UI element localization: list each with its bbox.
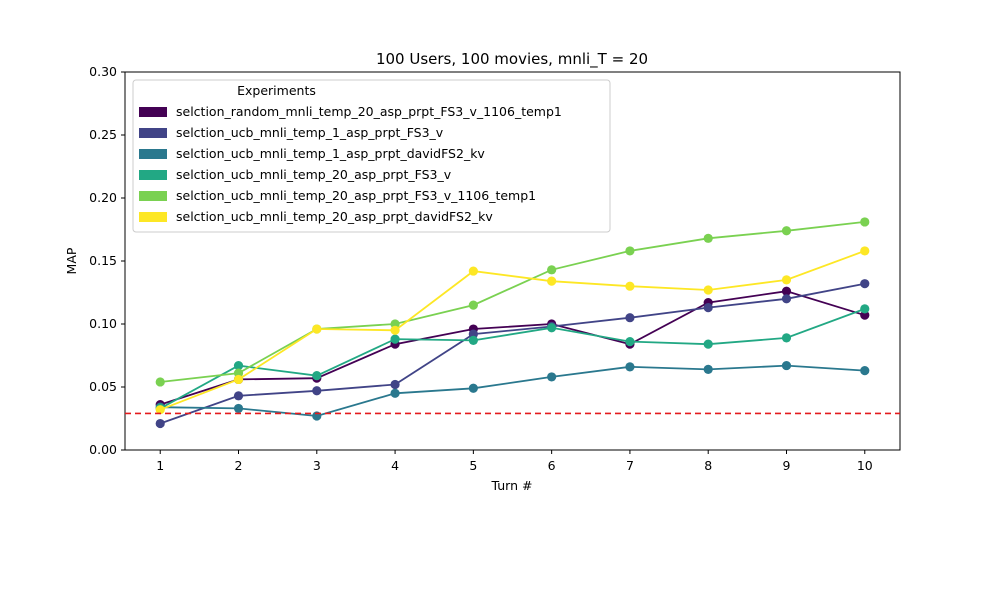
series-6-point: [233, 374, 244, 385]
series-4-point: [390, 334, 400, 344]
x-tick-label: 4: [391, 458, 399, 473]
legend-label: selction_ucb_mnli_temp_20_asp_prpt_FS3_v: [176, 167, 452, 182]
series-5-point: [860, 217, 870, 227]
series-line-1: [159, 290, 866, 406]
legend-swatch: [139, 107, 167, 117]
series-line-4: [159, 308, 866, 410]
series-5-point: [625, 246, 635, 256]
x-tick-label: 10: [857, 458, 873, 473]
y-tick-label: 0.00: [89, 442, 117, 457]
series-5-point: [547, 265, 557, 275]
y-tick-label: 0.20: [89, 190, 117, 205]
series-6-point: [547, 276, 557, 286]
legend-swatch: [139, 170, 167, 180]
series-line-3: [160, 364, 865, 417]
legend: Experiments selction_random_mnli_temp_20_…: [132, 79, 611, 233]
series-6-point: [625, 281, 635, 291]
x-tick-label: 2: [235, 458, 243, 473]
series-6-point: [390, 325, 400, 335]
legend-label: selction_ucb_mnli_temp_1_asp_prpt_davidF…: [176, 146, 485, 161]
x-tick-label: 1: [156, 458, 164, 473]
series-2-point: [860, 279, 870, 289]
x-axis-label: Turn #: [491, 478, 533, 493]
y-tick-label: 0.15: [89, 253, 117, 268]
x-tick-label: 9: [783, 458, 791, 473]
y-tick-label: 0.25: [89, 127, 117, 142]
series-line-5: [160, 221, 865, 383]
series-2-point: [781, 294, 792, 304]
series-2-point: [233, 391, 244, 401]
series-3-point: [625, 362, 635, 372]
y-tick-label: 0.10: [89, 316, 117, 331]
series-2-point: [390, 379, 400, 390]
y-tick-label: 0.30: [89, 64, 117, 79]
series-3-point: [390, 388, 400, 398]
series-4-point: [547, 323, 557, 333]
legend-swatch: [139, 149, 167, 159]
series-2-point: [155, 418, 165, 429]
series-3-point: [233, 403, 244, 414]
series-4-point: [781, 333, 792, 343]
series-6-point: [703, 285, 713, 295]
series-4-point: [312, 371, 322, 381]
series-2-point: [703, 303, 713, 313]
series-4-point: [233, 360, 244, 371]
series-6-point: [312, 324, 322, 334]
legend-swatch: [139, 128, 167, 138]
legend-label: selction_ucb_mnli_temp_1_asp_prpt_FS3_v: [176, 125, 444, 140]
legend-label: selction_random_mnli_temp_20_asp_prpt_FS…: [176, 104, 562, 119]
series-5-point: [468, 300, 478, 310]
legend-box: [132, 79, 611, 233]
x-tick-label: 7: [626, 458, 634, 473]
series-5-point: [155, 377, 165, 387]
series-3-point: [860, 366, 870, 376]
series-4-point: [860, 304, 870, 314]
series-2-point: [312, 386, 322, 396]
series-3-point: [547, 372, 557, 382]
legend-title: Experiments: [237, 83, 316, 98]
series-3-point: [703, 364, 713, 374]
series-5-point: [390, 319, 400, 329]
series-line-6: [159, 250, 866, 411]
series-6-point: [468, 266, 478, 276]
series-4-point: [625, 337, 635, 347]
series-6-point: [781, 275, 792, 285]
series-4-point: [703, 339, 713, 349]
chart-title: 100 Users, 100 movies, mnli_T = 20: [376, 50, 648, 69]
y-tick-label: 0.05: [89, 379, 117, 394]
series-3-point: [468, 383, 478, 393]
x-tick-label: 5: [469, 458, 477, 473]
legend-label: selction_ucb_mnli_temp_20_asp_prpt_FS3_v…: [176, 188, 536, 203]
x-tick-label: 8: [704, 458, 712, 473]
plot-area: 0.00 0.05 0.10 0.15 0.20 0.25 0.30 1 2 3 4 5 6 7 8 9 10: [89, 64, 901, 473]
series-5-point: [703, 233, 713, 243]
series-5-point: [233, 368, 244, 378]
x-tick-label: 3: [313, 458, 321, 473]
series-4-point: [468, 335, 478, 345]
series-5-point: [781, 226, 792, 236]
series-2-point: [625, 313, 635, 323]
legend-swatch: [139, 191, 167, 201]
series-1-point: [781, 286, 792, 296]
series-3-point: [781, 360, 792, 371]
series-1-point: [860, 310, 870, 320]
legend-label: selction_ucb_mnli_temp_20_asp_prpt_david…: [176, 209, 493, 224]
x-tick-label: 6: [548, 458, 556, 473]
series-line-2: [159, 282, 865, 425]
y-axis-label: MAP: [64, 247, 79, 274]
series-6-point: [155, 405, 165, 415]
legend-swatch: [139, 212, 167, 222]
series-6-point: [860, 246, 870, 256]
series-2-point: [468, 329, 478, 339]
